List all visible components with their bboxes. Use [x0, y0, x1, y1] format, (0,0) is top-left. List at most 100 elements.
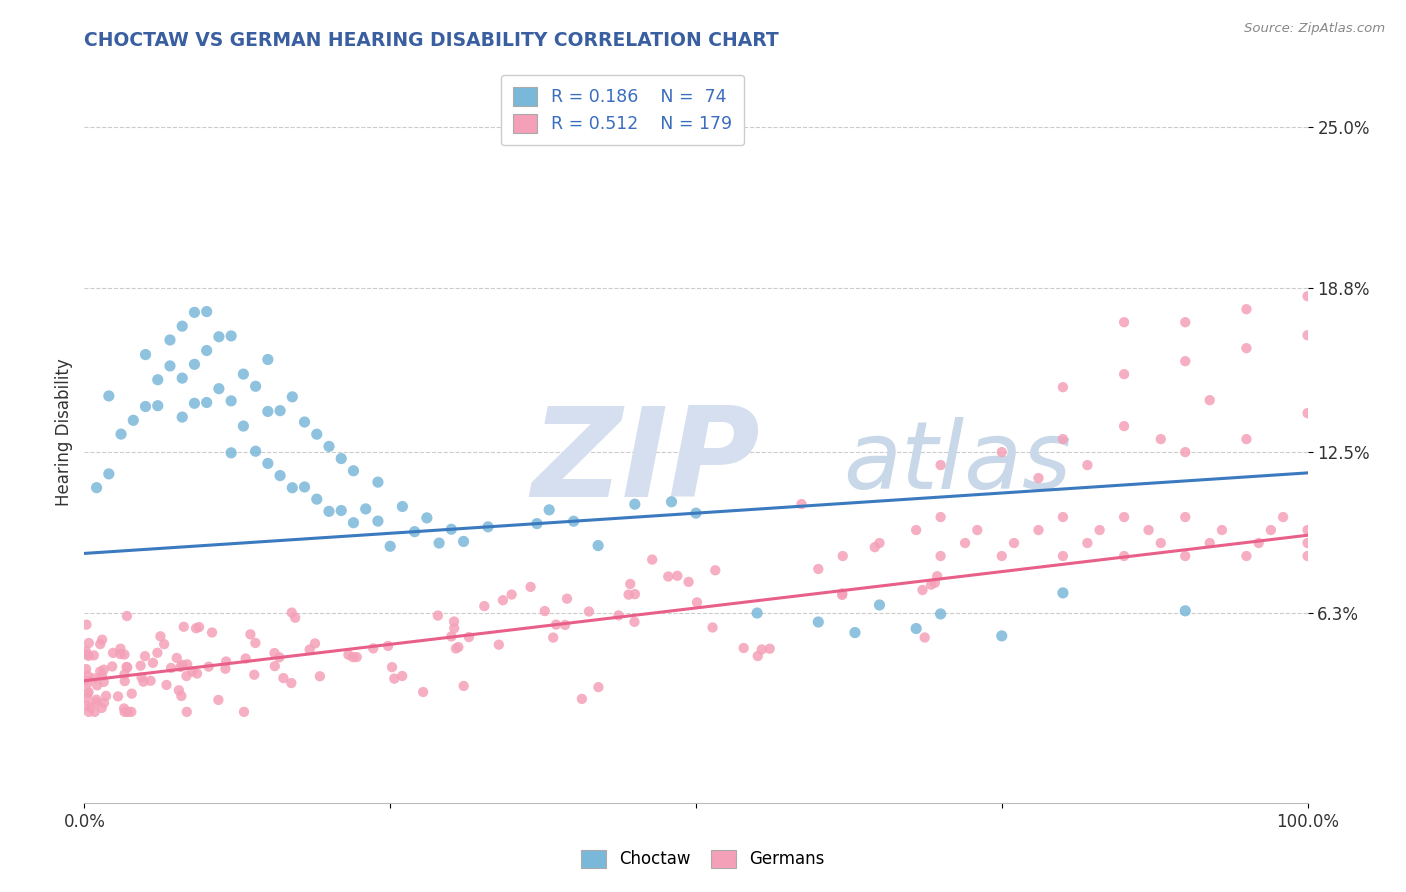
Point [257, 457, 280, 471]
Point [117, 705, 139, 719]
Point [1236, 549, 1258, 563]
Point [257, 404, 280, 418]
Point [219, 329, 242, 343]
Point [173, 620, 195, 634]
Point [440, 522, 463, 536]
Point [176, 657, 198, 672]
Point [586, 539, 609, 553]
Point [172, 319, 194, 334]
Point [75, 644, 97, 658]
Point [831, 588, 853, 602]
Point [183, 305, 205, 319]
Point [269, 468, 291, 483]
Point [704, 563, 727, 577]
Point [263, 646, 285, 660]
Point [135, 400, 157, 414]
Point [115, 660, 138, 674]
Point [170, 689, 193, 703]
Point [195, 304, 218, 318]
Point [807, 615, 830, 629]
Point [94, 689, 117, 703]
Point [93, 663, 115, 677]
Point [115, 609, 138, 624]
Point [472, 599, 495, 613]
Point [1198, 393, 1220, 408]
Point [308, 669, 330, 683]
Point [298, 642, 321, 657]
Point [76, 686, 98, 700]
Point [233, 705, 256, 719]
Point [519, 580, 541, 594]
Point [686, 595, 709, 609]
Point [243, 667, 266, 681]
Point [110, 641, 132, 656]
Point [1028, 471, 1050, 485]
Text: atlas: atlas [842, 417, 1071, 508]
Point [214, 662, 236, 676]
Point [905, 622, 928, 636]
Point [172, 657, 194, 672]
Point [342, 650, 364, 665]
Point [1236, 432, 1258, 446]
Text: ZIP: ZIP [531, 401, 759, 523]
Point [657, 569, 679, 583]
Point [107, 690, 129, 704]
Point [76, 648, 98, 662]
Point [93, 674, 115, 689]
Point [186, 666, 208, 681]
Point [905, 523, 928, 537]
Point [207, 693, 229, 707]
Point [93, 696, 115, 710]
Point [1150, 536, 1173, 550]
Point [458, 630, 481, 644]
Point [526, 516, 548, 531]
Point [184, 621, 207, 635]
Point [844, 625, 866, 640]
Point [176, 669, 198, 683]
Point [1174, 354, 1197, 368]
Point [129, 658, 152, 673]
Point [159, 333, 181, 347]
Point [1150, 432, 1173, 446]
Point [149, 629, 172, 643]
Point [447, 640, 470, 654]
Point [391, 500, 413, 514]
Point [304, 636, 326, 650]
Point [1236, 302, 1258, 317]
Point [1114, 510, 1136, 524]
Point [920, 577, 942, 591]
Point [160, 661, 183, 675]
Point [77, 705, 100, 719]
Point [555, 591, 578, 606]
Point [953, 536, 976, 550]
Point [1272, 510, 1295, 524]
Point [83, 705, 105, 719]
Point [83, 648, 105, 663]
Point [488, 638, 510, 652]
Point [155, 678, 177, 692]
Point [1114, 419, 1136, 434]
Point [391, 669, 413, 683]
Point [1174, 604, 1197, 618]
Point [172, 410, 194, 425]
Point [1174, 445, 1197, 459]
Point [91, 632, 114, 647]
Point [232, 367, 254, 381]
Point [284, 611, 307, 625]
Point [97, 389, 120, 403]
Point [232, 419, 254, 434]
Point [863, 540, 886, 554]
Point [1211, 523, 1233, 537]
Point [239, 627, 262, 641]
Point [110, 647, 132, 661]
Point [1052, 549, 1074, 563]
Point [114, 674, 136, 689]
Point [245, 636, 267, 650]
Point [153, 637, 176, 651]
Point [666, 569, 689, 583]
Point [502, 115, 524, 129]
Point [1052, 510, 1074, 524]
Point [91, 669, 114, 683]
Point [131, 670, 153, 684]
Point [318, 439, 340, 453]
